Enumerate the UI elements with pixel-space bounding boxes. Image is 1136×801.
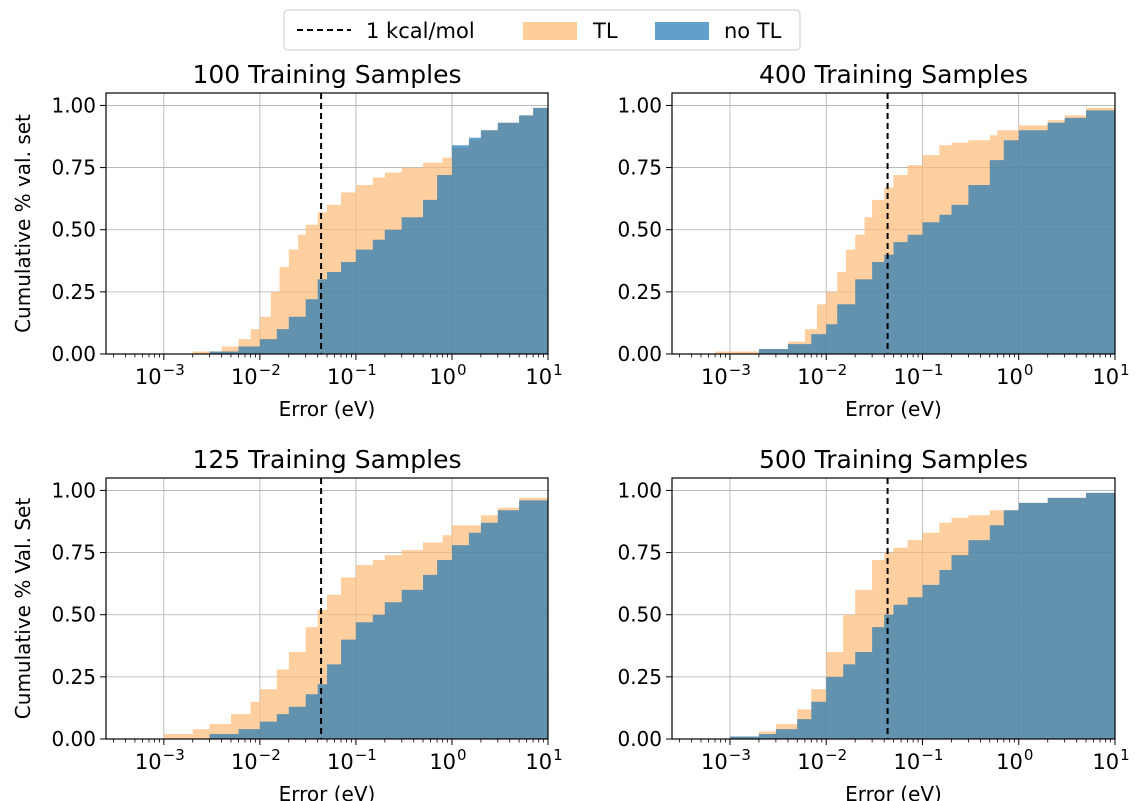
y-tick-label: 0.75 <box>617 156 662 180</box>
x-axis-label: Error (eV) <box>279 782 376 801</box>
y-tick-label: 1.00 <box>617 478 662 502</box>
y-tick-label: 0.75 <box>617 541 662 565</box>
x-tick-label: 101 <box>525 746 562 774</box>
y-tick-label: 1.00 <box>51 478 96 502</box>
legend-label-notl: no TL <box>724 19 782 43</box>
x-tick-label: 100 <box>429 746 466 774</box>
chart-title: 500 Training Samples <box>759 445 1028 474</box>
x-tick-label: 100 <box>996 746 1033 774</box>
y-tick-label: 0.25 <box>617 665 662 689</box>
y-tick-label: 0.50 <box>51 603 96 627</box>
x-tick-label: 10−2 <box>797 746 847 774</box>
x-tick-label: 100 <box>429 361 466 389</box>
x-tick-label: 100 <box>996 361 1033 389</box>
series-notl-area <box>672 105 1115 355</box>
y-tick-label: 0.25 <box>51 665 96 689</box>
panel-2: 10−3 10−2 10−1 100 1010.000.250.500.751.0040… <box>617 60 1129 421</box>
x-tick-label: 10−2 <box>231 746 281 774</box>
x-tick-exponent: −2 <box>259 746 281 764</box>
x-tick-label: 10−1 <box>894 746 944 774</box>
y-axis-label: Cumulative % val. set <box>11 114 35 333</box>
x-tick-exponent: −2 <box>259 361 281 379</box>
x-tick-exponent: 0 <box>457 746 467 764</box>
x-tick-label: 10−1 <box>327 361 377 389</box>
legend: 1 kcal/mol TL no TL <box>283 9 801 51</box>
y-tick-label: 0.25 <box>51 280 96 304</box>
series-notl-area <box>672 490 1115 739</box>
legend-notl-swatch <box>655 22 709 40</box>
x-tick-exponent: −3 <box>729 746 751 764</box>
series-notl-area <box>106 105 548 355</box>
x-tick-exponent: −1 <box>355 361 377 379</box>
y-axis-label: Cumulative % Val. Set <box>11 498 35 720</box>
panel-1: 10−3 10−2 10−1 100 1010.000.250.500.751.0010… <box>11 60 563 421</box>
y-tick-label: 0.00 <box>51 342 96 366</box>
x-tick-label: 10−3 <box>135 746 185 774</box>
x-tick-label: 10−3 <box>135 361 185 389</box>
x-tick-exponent: −1 <box>921 361 943 379</box>
y-tick-label: 0.50 <box>51 218 96 242</box>
legend-label-tl: TL <box>592 19 618 43</box>
y-tick-label: 0.00 <box>617 342 662 366</box>
x-tick-label: 10−3 <box>701 746 751 774</box>
x-tick-exponent: −3 <box>729 361 751 379</box>
x-tick-exponent: 0 <box>1024 361 1034 379</box>
x-tick-exponent: −1 <box>921 746 943 764</box>
x-tick-label: 101 <box>1092 361 1129 389</box>
x-tick-label: 101 <box>1092 746 1129 774</box>
panel-3: 10−3 10−2 10−1 100 1010.000.250.500.751.0012… <box>11 445 563 801</box>
x-tick-exponent: −1 <box>355 746 377 764</box>
chart-title: 125 Training Samples <box>192 445 461 474</box>
y-tick-label: 0.75 <box>51 156 96 180</box>
x-tick-label: 101 <box>525 361 562 389</box>
y-tick-label: 0.00 <box>617 727 662 751</box>
legend-label-kcal: 1 kcal/mol <box>366 19 475 43</box>
x-axis-label: Error (eV) <box>845 397 942 421</box>
legend-tl-swatch <box>523 22 577 40</box>
panel-4: 10−3 10−2 10−1 100 1010.000.250.500.751.0050… <box>617 445 1129 801</box>
x-tick-exponent: −2 <box>825 361 847 379</box>
y-tick-label: 0.25 <box>617 280 662 304</box>
chart-title: 100 Training Samples <box>192 60 461 89</box>
x-tick-exponent: 1 <box>553 361 563 379</box>
y-tick-label: 1.00 <box>617 93 662 117</box>
y-tick-label: 0.50 <box>617 218 662 242</box>
y-tick-label: 0.00 <box>51 727 96 751</box>
x-tick-exponent: 0 <box>1024 746 1034 764</box>
x-tick-exponent: −2 <box>825 746 847 764</box>
x-tick-label: 10−1 <box>327 746 377 774</box>
x-tick-exponent: 0 <box>457 361 467 379</box>
y-tick-label: 0.50 <box>617 603 662 627</box>
x-tick-label: 10−2 <box>797 361 847 389</box>
x-axis-label: Error (eV) <box>279 397 376 421</box>
x-axis-label: Error (eV) <box>845 782 942 801</box>
x-tick-exponent: 1 <box>1120 361 1130 379</box>
x-tick-label: 10−3 <box>701 361 751 389</box>
x-tick-exponent: −3 <box>163 361 185 379</box>
y-tick-label: 1.00 <box>51 93 96 117</box>
series-notl-area <box>106 490 548 739</box>
x-tick-exponent: 1 <box>1120 746 1130 764</box>
x-tick-exponent: 1 <box>553 746 563 764</box>
chart-title: 400 Training Samples <box>759 60 1028 89</box>
x-tick-label: 10−2 <box>231 361 281 389</box>
x-tick-label: 10−1 <box>894 361 944 389</box>
y-tick-label: 0.75 <box>51 541 96 565</box>
x-tick-exponent: −3 <box>163 746 185 764</box>
